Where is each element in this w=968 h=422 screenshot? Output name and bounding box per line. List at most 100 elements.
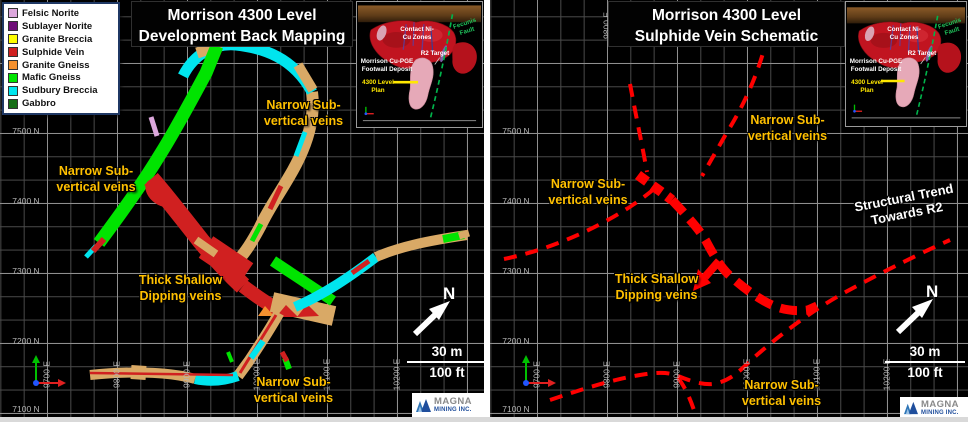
annotation-line: vertical veins [263, 114, 344, 129]
annotation-line: Narrow Sub- [744, 378, 819, 392]
inset-label-line: Morrison Cu-PGE [849, 58, 903, 65]
north-arrow-icon [895, 299, 933, 335]
logo-subtitle: MINING INC. [921, 409, 959, 416]
north-arrow-icon [412, 301, 450, 337]
title-line1: Morrison 4300 Level [167, 7, 317, 24]
inset-label-line: Footwall Deposit [850, 65, 902, 73]
legend-label: Sublayer Norite [22, 20, 93, 32]
annotation-line: Narrow Sub- [266, 98, 341, 112]
trend-corner-stub [676, 376, 698, 417]
legend-swatch [8, 72, 18, 83]
scale-imperial: 100 ft [907, 365, 943, 380]
north-arrow: N [888, 282, 958, 341]
inset-label-line: Cu Zones [402, 33, 432, 41]
inset-label-line: Footwall Deposit [361, 65, 413, 73]
grid-label-east: 9900 E [671, 361, 682, 388]
legend-item: Granite Breccia [8, 33, 114, 46]
grid-label-north: 7400 N [12, 196, 40, 206]
thick-vein-junction [635, 170, 676, 204]
structural-trend-dash [549, 238, 951, 402]
scale-bar: 30 m 100 ft [885, 344, 965, 380]
annotation-line: Thick Shallow [138, 273, 223, 287]
legend-label: Granite Breccia [22, 33, 93, 45]
grid-label-east: 9800 E [111, 361, 122, 388]
annotation-line: Dipping veins [139, 289, 222, 304]
grid-label-north: 7400 N [502, 196, 530, 206]
inset-label-line: Morrison Cu-PGE [360, 58, 414, 65]
vein-arrow-shaft [701, 258, 723, 280]
inset-label-r2-target: R2 Target [900, 50, 944, 58]
section-inset-map: Contact Ni- Cu Zones Fecunis Fault R2 Ta… [845, 1, 967, 127]
inset-label-line: R2 Target [420, 50, 450, 57]
grid-label-north: 7500 N [502, 126, 530, 136]
vein-arrow-head [693, 269, 711, 291]
annotation-narrow-subvertical-bottom: Narrow Sub- vertical veins [733, 377, 830, 410]
north-label: N [926, 282, 939, 301]
legend-label: Sulphide Vein [22, 46, 85, 58]
narrow-vein-dash-lower-left [503, 187, 656, 261]
legend-label: Mafic Gneiss [22, 72, 81, 84]
annotation-narrow-subvertical-upper: Narrow Sub- vertical veins [740, 112, 835, 145]
legend-item: Felsic Norite [8, 7, 114, 20]
scale-bar: 30 m 100 ft [407, 344, 484, 380]
inset-label-level-plan: 4300 Level Plan [846, 79, 888, 95]
annotation-thick-shallow: Thick Shallow Dipping veins [132, 272, 229, 305]
grid-label-north: 7500 N [12, 126, 40, 136]
grid-label-north: 7200 N [12, 336, 40, 346]
annotation-line: Dipping veins [615, 288, 698, 303]
scale-imperial: 100 ft [429, 365, 465, 380]
sulphide-vein-schematic-panel: 7500 N 7400 N 7300 N 7200 N 7100 N 9700 … [490, 0, 968, 417]
development-back-mapping-panel: 7500 N 7400 N 7300 N 7200 N 7100 N 9700 … [0, 0, 484, 417]
scale-rule [885, 361, 965, 363]
annotation-line: Narrow Sub- [550, 177, 626, 191]
scale-metric: 30 m [431, 344, 463, 359]
inset-label-morrison: Morrison Cu-PGE Footwall Deposit [847, 58, 905, 74]
annotation-line: vertical veins [253, 391, 334, 406]
legend-swatch [8, 85, 18, 96]
legend-swatch [8, 60, 18, 70]
grid-label-north: 7200 N [502, 336, 530, 346]
inset-label-line: 4300 Level Plan [362, 79, 394, 94]
inset-label-line: Cu Zones [889, 33, 919, 41]
legend-label: Granite Gneiss [22, 59, 90, 71]
thick-shallow-vein [668, 196, 819, 316]
inset-label-level-plan: 4300 Level Plan [357, 79, 399, 95]
inset-label-r2-target: R2 Target [413, 50, 457, 58]
legend-item: Granite Gneiss [8, 59, 114, 72]
rock-type-legend: Felsic Norite Sublayer Norite Granite Br… [2, 2, 120, 116]
logo-name: MAGNA [921, 399, 959, 411]
annotation-line: Narrow Sub- [750, 113, 825, 127]
legend-swatch [8, 34, 18, 45]
inset-label-line: R2 Target [907, 50, 937, 57]
legend-label: Gabbro [22, 98, 56, 110]
scale-metric: 30 m [909, 344, 941, 359]
legend-item: Sudbury Breccia [8, 84, 114, 97]
annotation-narrow-subvertical-left: Narrow Sub- vertical veins [538, 176, 638, 209]
slide-bottom-strip [0, 417, 968, 422]
grid-label-north: 7300 N [12, 266, 40, 276]
legend-swatch [8, 21, 18, 32]
magna-mining-logo: MAGNA MINING INC. [412, 393, 484, 417]
annotation-line: vertical veins [741, 394, 822, 409]
narrow-vein-dash-right [700, 33, 770, 177]
annotation-narrow-subvertical-upper-right: Narrow Sub- vertical veins [256, 97, 351, 130]
vein-schematic-drawing [503, 33, 951, 417]
section-inset-map: Contact Ni- Cu Zones Fecunis Fault R2 Ta… [356, 1, 483, 128]
grid-label-east: 9900 E [181, 361, 192, 388]
legend-swatch [8, 47, 18, 58]
north-label: N [443, 284, 456, 303]
grid-label-north: 7100 N [502, 404, 530, 414]
legend-label: Sudbury Breccia [22, 85, 98, 97]
annotation-line: vertical veins [548, 193, 628, 208]
inset-label-contact: Contact Ni- Cu Zones [874, 26, 934, 42]
inset-label-contact: Contact Ni- Cu Zones [387, 26, 447, 42]
coordinate-axes-icon [522, 355, 556, 387]
scale-rule [407, 361, 484, 363]
inset-graphic [846, 7, 966, 119]
coordinate-axes-icon [32, 355, 66, 387]
logo-subtitle: MINING INC. [434, 406, 472, 413]
logo-name: MAGNA [434, 396, 472, 408]
magna-logo-icon [904, 401, 918, 415]
annotation-line: Thick Shallow [614, 272, 699, 286]
